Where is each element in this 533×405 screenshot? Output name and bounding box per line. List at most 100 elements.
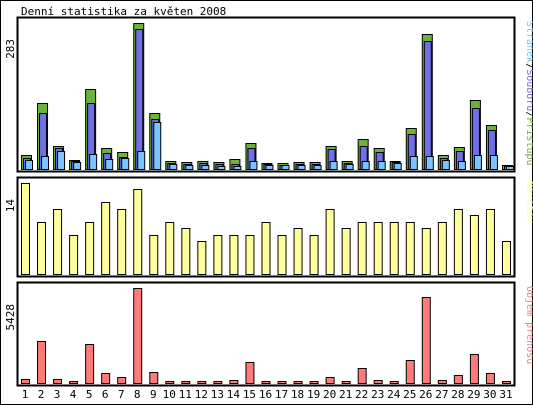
series-side-label: Stránek/Souborů/Přístupů — [524, 21, 533, 166]
panel-visits: 14 Návštěv — [4, 176, 533, 278]
side-label-part: / — [524, 111, 533, 117]
bar-visits-visits-day-24 — [389, 222, 399, 275]
bar-visits-visits-day-6 — [101, 202, 111, 275]
panels: 283Stránek/Souborů/Přístupů14Návštěv5428… — [4, 16, 533, 387]
x-tick-label: 31 — [499, 388, 512, 401]
bar-visits-visits-day-11 — [181, 228, 191, 275]
bar-traffic-pages-day-10 — [169, 164, 178, 170]
bar-visits-visits-day-12 — [197, 241, 207, 275]
bar-kbytes-kbytes-day-30 — [485, 373, 495, 384]
x-tick-label: 24 — [387, 388, 401, 401]
bar-kbytes-kbytes-day-23 — [373, 380, 383, 384]
bar-kbytes-kbytes-day-27 — [437, 380, 447, 384]
x-tick-label: 16 — [259, 388, 272, 401]
x-tick-label: 26 — [419, 388, 432, 401]
bar-traffic-pages-day-13 — [217, 166, 226, 170]
x-tick-label: 25 — [403, 388, 416, 401]
x-tick-label: 13 — [211, 388, 224, 401]
bar-visits-visits-day-30 — [485, 209, 495, 275]
bar-visits-visits-day-4 — [69, 235, 79, 275]
side-label-part: Objem přenosu — [524, 286, 533, 364]
bar-visits-visits-day-3 — [53, 209, 63, 275]
series-side-label: Objem přenosu — [524, 286, 533, 364]
bar-kbytes-kbytes-day-17 — [277, 381, 287, 384]
bar-traffic-pages-day-18 — [297, 165, 306, 170]
x-tick-label: 19 — [307, 388, 320, 401]
x-tick-label: 14 — [227, 388, 241, 401]
bar-traffic-pages-day-21 — [345, 164, 354, 170]
side-label-part: Souborů — [524, 69, 533, 111]
bar-traffic-pages-day-1 — [25, 160, 33, 170]
bar-traffic-pages-day-6 — [105, 159, 114, 170]
bar-visits-visits-day-29 — [469, 215, 479, 275]
bar-kbytes-kbytes-day-5 — [85, 344, 95, 384]
bar-kbytes-kbytes-day-4 — [69, 381, 79, 384]
bar-visits-visits-day-31 — [501, 241, 511, 275]
side-label-part: Návštěv — [524, 181, 533, 223]
x-tick-label: 9 — [150, 388, 157, 401]
bar-traffic-pages-day-29 — [473, 155, 482, 170]
bar-traffic-pages-day-17 — [281, 165, 290, 170]
x-tick-label: 30 — [483, 388, 496, 401]
bar-kbytes-kbytes-day-29 — [469, 354, 479, 384]
bar-kbytes-kbytes-day-9 — [149, 372, 159, 384]
bar-visits-visits-day-13 — [213, 235, 223, 275]
bar-visits-visits-day-5 — [85, 222, 95, 275]
bar-traffic-pages-day-7 — [121, 158, 130, 170]
bar-kbytes-kbytes-day-2 — [37, 341, 47, 384]
bar-traffic-files-day-26 — [423, 41, 432, 170]
x-tick-label: 8 — [134, 388, 141, 401]
x-tick-label: 29 — [467, 388, 480, 401]
bar-kbytes-kbytes-day-25 — [405, 360, 415, 384]
bar-kbytes-kbytes-day-26 — [421, 297, 431, 384]
panel-frame — [16, 281, 516, 387]
bar-visits-visits-day-17 — [277, 235, 287, 275]
x-tick-label: 28 — [451, 388, 464, 401]
bar-visits-visits-day-28 — [453, 209, 463, 275]
bar-kbytes-kbytes-day-8 — [133, 288, 143, 384]
bar-traffic-pages-day-15 — [249, 161, 258, 170]
bar-kbytes-kbytes-day-28 — [453, 375, 463, 384]
bar-kbytes-kbytes-day-3 — [53, 379, 63, 384]
bar-visits-visits-day-25 — [405, 222, 415, 275]
bar-traffic-pages-day-24 — [393, 163, 402, 170]
bar-kbytes-kbytes-day-6 — [101, 373, 111, 384]
series-side-label: Návštěv — [524, 181, 533, 223]
bar-kbytes-kbytes-day-7 — [117, 377, 127, 384]
x-tick-label: 3 — [54, 388, 61, 401]
x-tick-label: 4 — [70, 388, 77, 401]
bar-visits-visits-day-14 — [229, 235, 239, 275]
bar-traffic-pages-day-3 — [57, 151, 66, 170]
bar-kbytes-kbytes-day-14 — [229, 380, 239, 384]
x-tick-label: 7 — [118, 388, 125, 401]
bar-kbytes-kbytes-day-12 — [197, 381, 207, 384]
bar-visits-visits-day-27 — [437, 222, 447, 275]
bar-traffic-pages-day-25 — [409, 156, 418, 170]
bar-kbytes-kbytes-day-11 — [181, 381, 191, 384]
chart-title: Denní statistika za květen 2008 — [21, 5, 226, 18]
bar-traffic-pages-day-31 — [505, 166, 514, 170]
bar-traffic-pages-day-2 — [41, 156, 50, 170]
x-tick-label: 15 — [243, 388, 256, 401]
bar-traffic-pages-day-19 — [313, 165, 322, 170]
bar-visits-visits-day-19 — [309, 235, 319, 275]
bar-traffic-pages-day-27 — [441, 160, 450, 170]
bar-visits-visits-day-1 — [21, 183, 30, 275]
day-labels: 1 2 3 4 5 6 7 8 9 10 11 12 13 14 15 16 17 18 19 20 21 22 23 24 2… — [22, 388, 513, 401]
bar-kbytes-kbytes-day-22 — [357, 368, 367, 384]
bar-traffic-pages-day-23 — [377, 161, 386, 170]
x-tick-label: 5 — [86, 388, 93, 401]
side-label-part: Stránek — [524, 21, 533, 63]
bar-traffic-pages-day-16 — [265, 165, 274, 170]
y-max-label: 283 — [4, 39, 17, 59]
bar-visits-visits-day-10 — [165, 222, 175, 275]
bar-kbytes-kbytes-day-15 — [245, 362, 255, 384]
x-tick-label: 18 — [291, 388, 304, 401]
bar-visits-visits-day-9 — [149, 235, 159, 275]
bar-traffic-pages-day-12 — [201, 165, 210, 170]
x-tick-label: 2 — [38, 388, 45, 401]
bar-kbytes-kbytes-day-20 — [325, 377, 335, 384]
x-tick-label: 21 — [339, 388, 352, 401]
x-tick-label: 10 — [163, 388, 176, 401]
